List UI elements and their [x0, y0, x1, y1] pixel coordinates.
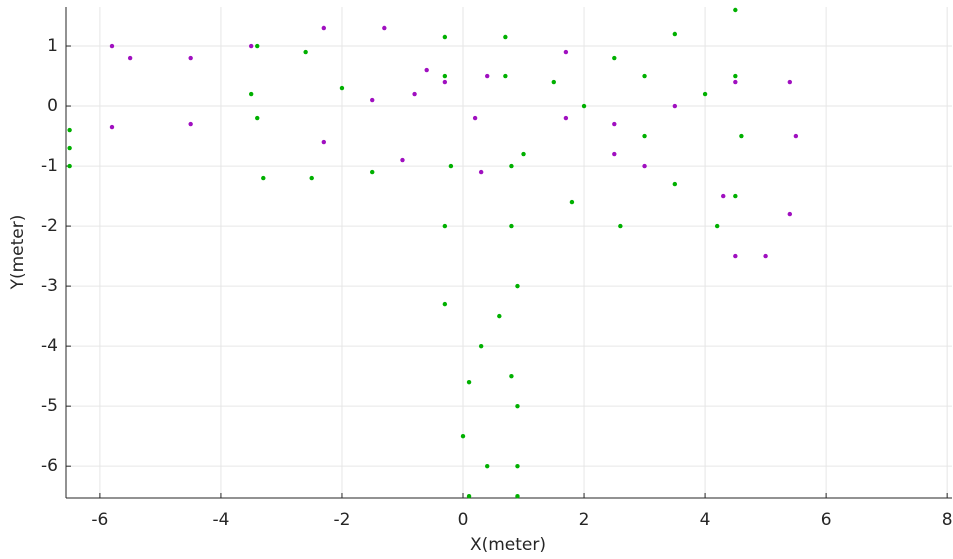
point	[249, 92, 253, 96]
point	[443, 35, 447, 39]
point	[721, 194, 725, 198]
x-tick-label: -6	[91, 510, 108, 530]
x-tick-label: 0	[458, 510, 469, 530]
point	[503, 74, 507, 78]
point	[570, 200, 574, 204]
x-tick-label: 4	[700, 510, 711, 530]
point	[485, 464, 489, 468]
point	[412, 92, 416, 96]
point	[479, 344, 483, 348]
point	[673, 104, 677, 108]
point	[467, 380, 471, 384]
y-tick-label: -2	[41, 216, 58, 236]
x-tick-label: -2	[333, 510, 350, 530]
point	[479, 170, 483, 174]
point	[255, 116, 259, 120]
point	[642, 134, 646, 138]
x-tick-label: 8	[942, 510, 953, 530]
point	[612, 152, 616, 156]
y-tick-label: -4	[41, 336, 58, 356]
y-tick-label: -5	[41, 396, 58, 416]
point	[733, 194, 737, 198]
point	[128, 56, 132, 60]
point	[188, 122, 192, 126]
point	[509, 224, 513, 228]
y-tick-label: 1	[47, 36, 58, 56]
point	[67, 128, 71, 132]
point	[310, 176, 314, 180]
point	[370, 170, 374, 174]
point	[788, 80, 792, 84]
point	[382, 26, 386, 30]
point	[509, 374, 513, 378]
point	[67, 146, 71, 150]
y-axis-label: Y(meter)	[8, 215, 28, 291]
point	[564, 50, 568, 54]
point	[249, 44, 253, 48]
point	[763, 254, 767, 258]
point	[521, 152, 525, 156]
point	[424, 68, 428, 72]
point	[612, 56, 616, 60]
point	[733, 254, 737, 258]
point	[67, 164, 71, 168]
point	[582, 104, 586, 108]
point	[515, 284, 519, 288]
point	[340, 86, 344, 90]
point	[370, 98, 374, 102]
point	[443, 74, 447, 78]
x-tick-label: 6	[821, 510, 832, 530]
point	[515, 464, 519, 468]
point	[794, 134, 798, 138]
point	[467, 494, 471, 498]
point	[188, 56, 192, 60]
point	[473, 116, 477, 120]
point	[618, 224, 622, 228]
point	[612, 122, 616, 126]
point	[485, 74, 489, 78]
point	[461, 434, 465, 438]
point	[733, 74, 737, 78]
point	[739, 134, 743, 138]
point	[443, 302, 447, 306]
point	[110, 44, 114, 48]
point	[443, 80, 447, 84]
point	[400, 158, 404, 162]
x-tick-label: -4	[212, 510, 229, 530]
x-tick-label: 2	[579, 510, 590, 530]
point	[303, 50, 307, 54]
point	[642, 164, 646, 168]
point	[261, 176, 265, 180]
point	[110, 125, 114, 129]
point	[497, 314, 501, 318]
point	[673, 182, 677, 186]
point	[564, 116, 568, 120]
y-tick-label: 0	[47, 96, 58, 116]
y-tick-label: -1	[41, 156, 58, 176]
point	[515, 494, 519, 498]
y-tick-label: -6	[41, 456, 58, 476]
point	[515, 404, 519, 408]
point	[733, 8, 737, 12]
x-axis-label: X(meter)	[470, 535, 546, 555]
chart: X(meter) Y(meter) -6 -4 -2 0 2 4 6 8 -6 -5 -4 -3 -2 -…	[0, 0, 953, 559]
point	[449, 164, 453, 168]
point	[503, 35, 507, 39]
point	[552, 80, 556, 84]
point	[642, 74, 646, 78]
point	[673, 32, 677, 36]
point	[703, 92, 707, 96]
point	[788, 212, 792, 216]
point	[255, 44, 259, 48]
point	[443, 224, 447, 228]
point	[322, 26, 326, 30]
point	[509, 164, 513, 168]
point	[733, 80, 737, 84]
y-tick-label: -3	[41, 276, 58, 296]
point	[322, 140, 326, 144]
point	[715, 224, 719, 228]
